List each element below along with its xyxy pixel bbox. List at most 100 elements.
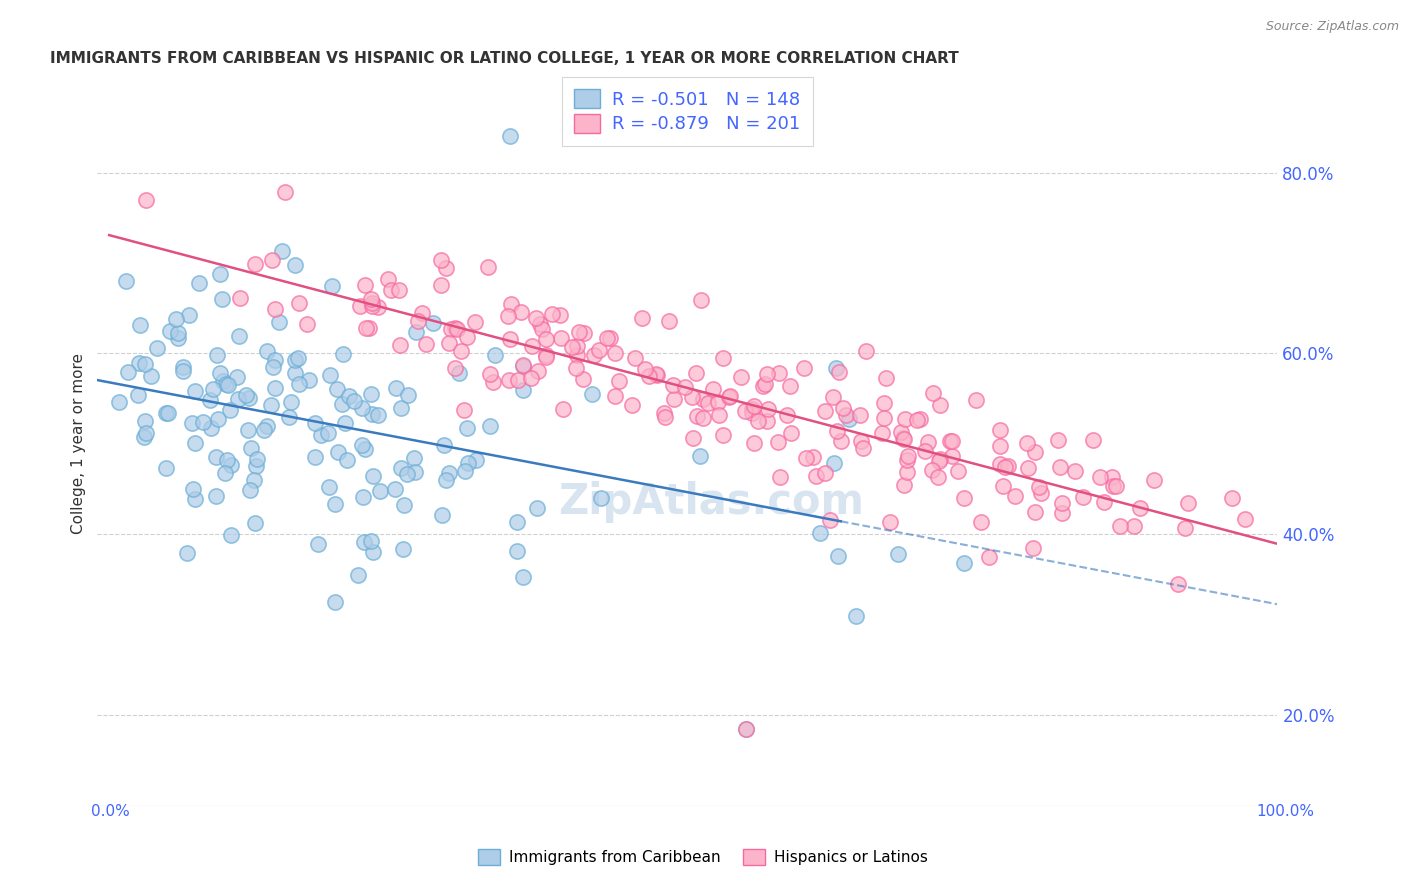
Point: [941, 434, 963, 449]
Point: [316, 425, 339, 440]
Point: [280, 395, 302, 409]
Point: [347, 568, 370, 582]
Point: [477, 260, 499, 274]
Point: [718, 389, 741, 403]
Point: [583, 348, 606, 362]
Point: [245, 516, 267, 531]
Point: [681, 390, 703, 404]
Point: [814, 404, 837, 418]
Point: [307, 536, 329, 550]
Point: [361, 299, 384, 313]
Point: [717, 390, 740, 404]
Point: [825, 361, 848, 376]
Point: [979, 550, 1001, 565]
Point: [779, 378, 801, 392]
Point: [801, 450, 824, 464]
Point: [117, 365, 139, 379]
Point: [367, 300, 389, 314]
Point: [337, 389, 360, 403]
Point: [849, 434, 872, 448]
Point: [215, 376, 238, 391]
Point: [245, 257, 267, 271]
Point: [360, 387, 382, 401]
Point: [298, 373, 321, 387]
Text: Source: ZipAtlas.com: Source: ZipAtlas.com: [1265, 20, 1399, 33]
Point: [128, 356, 150, 370]
Point: [692, 411, 714, 425]
Point: [335, 416, 357, 430]
Point: [304, 450, 326, 465]
Point: [392, 498, 415, 512]
Point: [1004, 489, 1026, 503]
Point: [818, 513, 841, 527]
Point: [484, 348, 506, 362]
Point: [887, 547, 910, 561]
Point: [404, 465, 426, 479]
Point: [766, 434, 789, 449]
Point: [1081, 433, 1104, 447]
Point: [565, 361, 588, 376]
Point: [572, 372, 595, 386]
Point: [184, 435, 207, 450]
Point: [825, 424, 848, 438]
Point: [456, 330, 478, 344]
Point: [368, 483, 391, 498]
Point: [214, 466, 236, 480]
Point: [588, 343, 610, 358]
Point: [1220, 491, 1243, 505]
Point: [682, 430, 704, 444]
Point: [988, 440, 1011, 454]
Point: [389, 401, 412, 415]
Point: [845, 608, 868, 623]
Point: [922, 385, 945, 400]
Point: [953, 557, 976, 571]
Point: [177, 308, 200, 322]
Point: [115, 274, 138, 288]
Point: [218, 403, 240, 417]
Text: 0.0%: 0.0%: [91, 805, 131, 819]
Point: [439, 467, 461, 481]
Point: [434, 260, 457, 275]
Point: [437, 336, 460, 351]
Point: [132, 430, 155, 444]
Point: [894, 412, 917, 426]
Point: [264, 353, 287, 368]
Point: [361, 544, 384, 558]
Point: [165, 312, 187, 326]
Point: [893, 478, 915, 492]
Point: [1109, 519, 1132, 533]
Point: [349, 300, 371, 314]
Point: [134, 357, 156, 371]
Point: [267, 315, 290, 329]
Point: [191, 415, 214, 429]
Point: [652, 406, 675, 420]
Point: [741, 402, 763, 417]
Point: [565, 348, 588, 362]
Point: [229, 291, 252, 305]
Point: [219, 458, 242, 472]
Point: [713, 351, 735, 365]
Point: [450, 344, 472, 359]
Point: [350, 401, 373, 415]
Point: [775, 408, 797, 422]
Point: [689, 449, 711, 463]
Point: [245, 458, 267, 473]
Point: [361, 469, 384, 483]
Point: [603, 389, 626, 403]
Point: [443, 320, 465, 334]
Point: [742, 436, 765, 450]
Point: [211, 374, 233, 388]
Point: [238, 391, 260, 405]
Point: [352, 438, 374, 452]
Legend: Immigrants from Caribbean, Hispanics or Latinos: Immigrants from Caribbean, Hispanics or …: [472, 843, 934, 871]
Point: [188, 276, 211, 290]
Point: [553, 402, 575, 417]
Point: [343, 394, 366, 409]
Point: [520, 371, 543, 385]
Point: [1167, 577, 1189, 591]
Point: [879, 515, 901, 529]
Point: [1233, 512, 1256, 526]
Point: [211, 293, 233, 307]
Point: [457, 456, 479, 470]
Point: [411, 305, 433, 319]
